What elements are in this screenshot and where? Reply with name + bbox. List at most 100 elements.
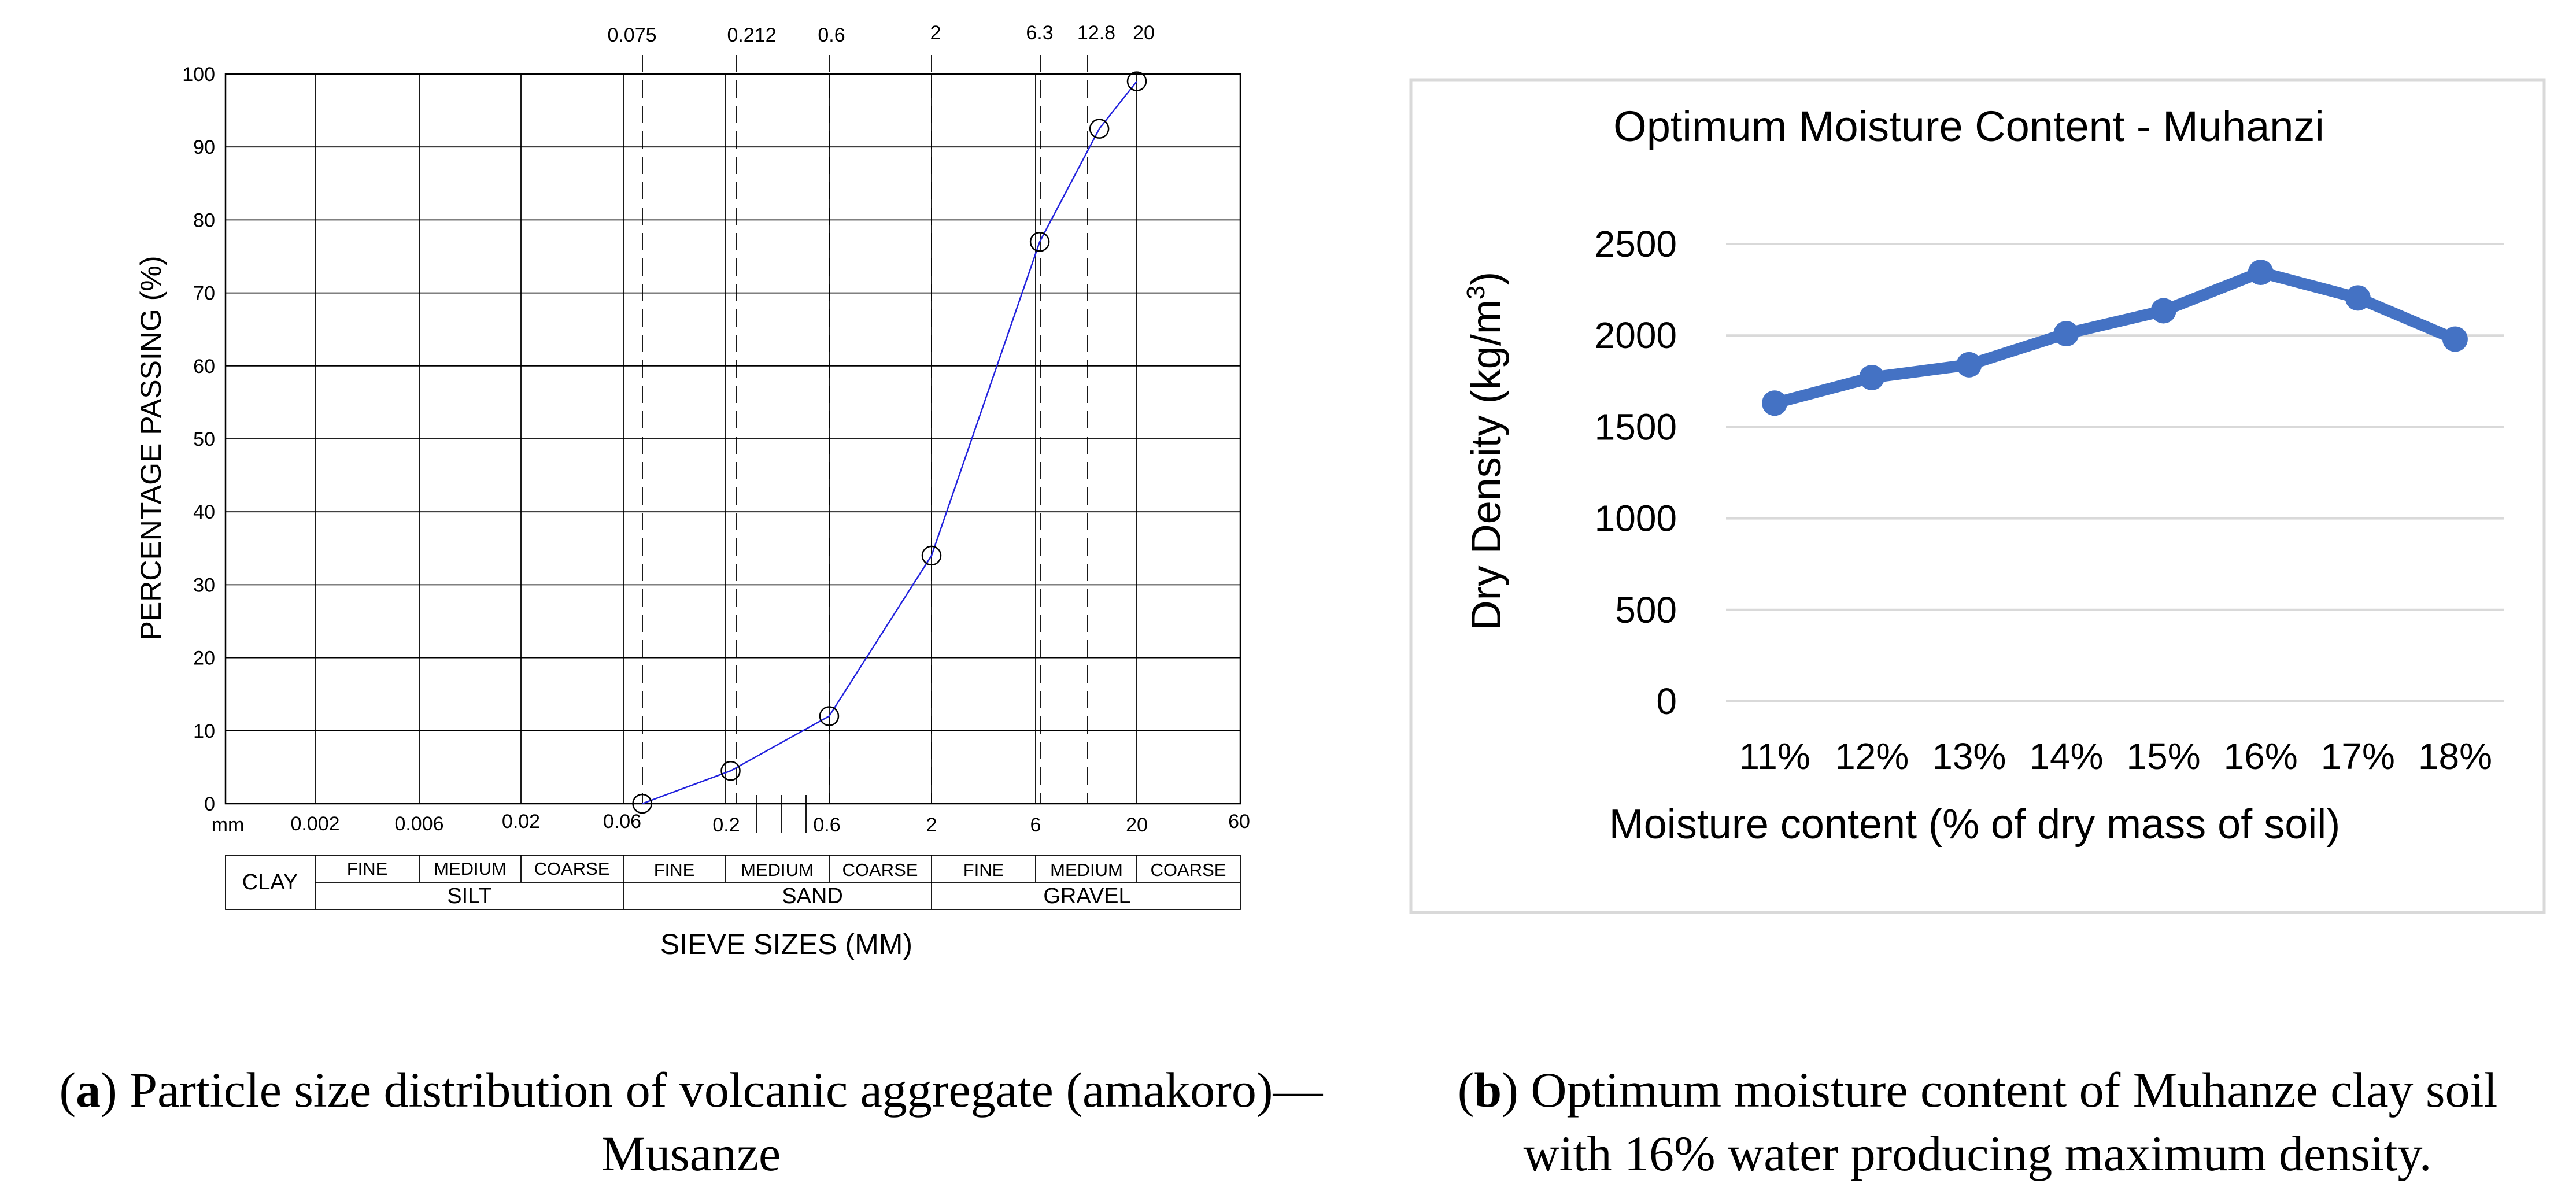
top-sieve-label: 12.8	[1077, 22, 1115, 44]
y-tick-label: 80	[193, 209, 215, 231]
moisture-density-chart: Optimum Moisture Content - Muhanzi 0 500 1…	[1409, 78, 2546, 914]
grading-curve	[632, 71, 1147, 814]
y-tick-label: 10	[193, 720, 215, 742]
mm-label: mm	[212, 814, 245, 836]
data-point	[1029, 232, 1050, 252]
y-tick-label: 100	[182, 64, 215, 86]
x-tick-labels: 11% 12% 13% 14% 15% 16% 17% 18%	[1739, 735, 2492, 777]
minor-ticks	[756, 795, 807, 833]
class-clay: CLAY	[242, 870, 298, 894]
class-sub-label: COARSE	[534, 859, 610, 879]
bottom-tick-label: 6	[1030, 814, 1041, 836]
top-sieve-label: 0.212	[727, 24, 776, 46]
class-main-sand: SAND	[782, 884, 843, 908]
bottom-tick-label: 2	[926, 814, 937, 836]
class-sub-label: COARSE	[1151, 860, 1226, 880]
y-tick-label: 30	[193, 574, 215, 596]
bottom-tick-label: 20	[1126, 814, 1148, 836]
x-tick-label: 15%	[2127, 735, 2201, 777]
y-axis-label: Dry Density (kg/m3)	[1462, 272, 1510, 631]
y-tick-label: 90	[193, 136, 215, 158]
bottom-tick-label: 0.6	[813, 814, 840, 836]
data-point	[921, 545, 942, 566]
top-sieve-label: 20	[1133, 22, 1155, 44]
sieve-dashed-lines	[642, 55, 1088, 804]
bottom-tick-label: 60	[1228, 811, 1250, 833]
chart-border	[1409, 78, 2546, 914]
caption-b-label: b	[1474, 1062, 1502, 1118]
data-point	[1126, 71, 1147, 91]
bottom-tick-label: 0.006	[394, 813, 443, 835]
horizontal-gridlines	[1726, 243, 2504, 702]
x-tick-label: 13%	[1932, 735, 2006, 777]
y-tick-label: 70	[193, 283, 215, 305]
y-tick-label: 0	[204, 793, 215, 815]
y-tick-label: 1000	[1595, 498, 1677, 539]
caption-b-line1: (b) Optimum moisture content of Muhanze …	[1457, 1062, 2498, 1118]
data-marker	[1859, 364, 1885, 390]
y-tick-label: 20	[193, 648, 215, 670]
caption-b-text: ) Optimum moisture content of Muhanze cl…	[1502, 1062, 2498, 1118]
data-point	[720, 760, 741, 781]
y-tick-label: 2500	[1595, 223, 1677, 265]
data-marker	[1956, 352, 1982, 378]
data-marker	[2345, 285, 2371, 311]
class-sub-label: COARSE	[842, 860, 918, 880]
x-tick-label: 18%	[2418, 735, 2492, 777]
top-sieve-label: 2	[930, 22, 941, 44]
class-sub-label: FINE	[654, 860, 695, 880]
y-tick-label: 40	[193, 501, 215, 523]
caption-a: (a) Particle size distribution of volcan…	[0, 1058, 1382, 1185]
y-axis-label: PERCENTAGE PASSING (%)	[135, 256, 167, 641]
bottom-tick-label: 0.002	[290, 813, 339, 835]
y-label-main: Dry Density (kg/m	[1463, 300, 1510, 630]
class-sub-label: MEDIUM	[1050, 860, 1123, 880]
caption-a-text: ) Particle size distribution of volcanic…	[101, 1062, 1323, 1118]
y-tick-label: 500	[1615, 589, 1677, 631]
data-marker	[1762, 390, 1788, 416]
density-line	[1769, 267, 2461, 409]
x-tick-label: 16%	[2224, 735, 2298, 777]
x-tick-label: 17%	[2321, 735, 2395, 777]
caption-a-label: a	[76, 1062, 101, 1118]
y-tick-labels: 0 500 1000 1500 2000 2500	[1595, 223, 1677, 722]
y-tick-label: 2000	[1595, 315, 1677, 356]
top-sieve-label: 0.075	[607, 24, 656, 46]
y-tick-label: 0	[1656, 681, 1677, 722]
y-tick-label: 50	[193, 428, 215, 450]
caption-b-line2: with 16% water producing maximum density…	[1523, 1126, 2432, 1181]
grading-line	[642, 80, 1137, 805]
data-point	[1089, 119, 1110, 139]
top-sieve-label: 6.3	[1026, 22, 1053, 44]
class-sub-label: FINE	[963, 860, 1004, 880]
class-sub-label: MEDIUM	[434, 859, 507, 879]
chart-title: Optimum Moisture Content - Muhanzi	[1613, 102, 2324, 150]
class-sub-label: FINE	[347, 859, 388, 879]
bottom-tick-label: 0.2	[712, 814, 740, 836]
data-marker	[2150, 298, 2176, 324]
particle-size-chart: 0.075 0.212 0.6 2 6.3 12.8 20 0 10 20 30 40 5…	[135, 22, 1250, 960]
class-sub-label: MEDIUM	[741, 860, 814, 880]
data-marker	[2442, 326, 2468, 352]
y-label-sup: 3	[1462, 286, 1490, 300]
density-series	[1762, 260, 2468, 416]
bottom-tick-label: 0.02	[502, 811, 540, 833]
caption-a-line1: (a) Particle size distribution of volcan…	[59, 1062, 1323, 1118]
soil-classification-table	[225, 855, 1241, 910]
x-axis-label: Moisture content (% of dry mass of soil)	[1609, 801, 2340, 848]
top-sieve-label: 0.6	[818, 24, 845, 46]
y-tick-label: 60	[193, 356, 215, 378]
caption-b: (b) Optimum moisture content of Muhanze …	[1385, 1058, 2570, 1185]
caption-a-line2: Musanze	[601, 1126, 781, 1181]
class-main-silt: SILT	[447, 884, 491, 908]
x-tick-label: 14%	[2029, 735, 2103, 777]
x-axis-label: SIEVE SIZES (MM)	[660, 928, 912, 960]
data-point	[819, 706, 840, 726]
y-label-end: )	[1463, 272, 1510, 286]
data-marker	[2248, 260, 2274, 286]
horizontal-gridlines	[226, 146, 1240, 731]
data-point	[632, 793, 652, 814]
y-tick-label: 1500	[1595, 406, 1677, 448]
bottom-tick-label: 0.06	[603, 811, 641, 833]
x-tick-label: 11%	[1739, 735, 1810, 777]
